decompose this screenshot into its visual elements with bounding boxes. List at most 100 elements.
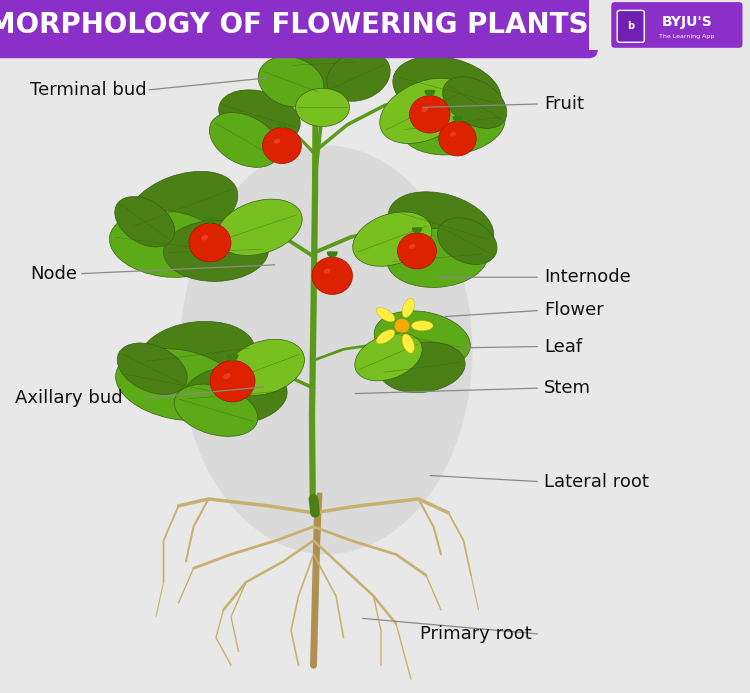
Ellipse shape xyxy=(288,23,360,105)
Ellipse shape xyxy=(281,122,286,128)
Ellipse shape xyxy=(413,227,418,234)
Ellipse shape xyxy=(182,365,287,425)
Ellipse shape xyxy=(206,217,211,224)
Ellipse shape xyxy=(224,373,230,379)
Ellipse shape xyxy=(422,107,428,112)
Text: Fruit: Fruit xyxy=(544,95,584,113)
Ellipse shape xyxy=(116,349,242,421)
Ellipse shape xyxy=(280,122,284,128)
Circle shape xyxy=(262,128,302,164)
Text: Lateral root: Lateral root xyxy=(544,473,649,491)
Text: The Learning App: The Learning App xyxy=(659,33,715,39)
Ellipse shape xyxy=(429,89,433,96)
Ellipse shape xyxy=(332,251,336,258)
Ellipse shape xyxy=(428,89,431,96)
Ellipse shape xyxy=(274,139,280,143)
Ellipse shape xyxy=(376,308,395,322)
Ellipse shape xyxy=(127,171,238,245)
Ellipse shape xyxy=(399,91,506,155)
Text: Flower: Flower xyxy=(544,301,604,319)
Circle shape xyxy=(439,121,476,156)
Ellipse shape xyxy=(416,227,421,234)
Circle shape xyxy=(576,3,624,47)
Ellipse shape xyxy=(426,89,430,96)
Ellipse shape xyxy=(258,56,324,107)
Text: Primary root: Primary root xyxy=(420,625,532,643)
Ellipse shape xyxy=(328,251,333,258)
Ellipse shape xyxy=(211,217,215,223)
Ellipse shape xyxy=(355,333,422,381)
Ellipse shape xyxy=(219,90,300,143)
Ellipse shape xyxy=(454,116,458,122)
Ellipse shape xyxy=(324,268,331,274)
Ellipse shape xyxy=(388,192,494,258)
Ellipse shape xyxy=(437,218,497,265)
Text: Internode: Internode xyxy=(544,268,631,286)
Ellipse shape xyxy=(380,78,470,143)
Ellipse shape xyxy=(283,122,287,128)
Ellipse shape xyxy=(412,227,416,233)
Ellipse shape xyxy=(450,132,456,137)
Ellipse shape xyxy=(327,51,390,101)
Circle shape xyxy=(394,319,410,333)
Ellipse shape xyxy=(225,340,304,395)
Ellipse shape xyxy=(201,235,208,240)
Ellipse shape xyxy=(424,90,429,96)
Text: b: b xyxy=(627,21,634,31)
Ellipse shape xyxy=(232,353,236,361)
Ellipse shape xyxy=(327,252,332,257)
Ellipse shape xyxy=(442,77,507,128)
Text: Stem: Stem xyxy=(544,379,591,397)
Ellipse shape xyxy=(380,342,465,393)
Text: Axillary bud: Axillary bud xyxy=(15,389,123,407)
FancyBboxPatch shape xyxy=(0,0,598,58)
Ellipse shape xyxy=(115,197,175,247)
Ellipse shape xyxy=(140,322,255,388)
Ellipse shape xyxy=(402,298,415,317)
Ellipse shape xyxy=(164,220,268,281)
Ellipse shape xyxy=(430,90,435,96)
Text: BYJU'S: BYJU'S xyxy=(662,15,712,29)
Ellipse shape xyxy=(208,217,212,224)
Ellipse shape xyxy=(402,334,415,353)
Ellipse shape xyxy=(416,227,419,234)
FancyBboxPatch shape xyxy=(589,0,750,50)
Ellipse shape xyxy=(230,353,235,361)
Ellipse shape xyxy=(458,116,463,121)
Ellipse shape xyxy=(277,122,281,128)
Ellipse shape xyxy=(209,217,214,224)
Ellipse shape xyxy=(393,56,501,124)
Ellipse shape xyxy=(418,227,422,233)
Ellipse shape xyxy=(409,244,416,249)
Ellipse shape xyxy=(457,116,460,122)
Circle shape xyxy=(410,96,450,133)
Ellipse shape xyxy=(217,199,302,256)
Text: MORPHOLOGY OF FLOWERING PLANTS: MORPHOLOGY OF FLOWERING PLANTS xyxy=(0,11,589,39)
Ellipse shape xyxy=(117,343,188,394)
Ellipse shape xyxy=(352,212,432,266)
Circle shape xyxy=(189,223,231,262)
Text: Node: Node xyxy=(30,265,77,283)
Ellipse shape xyxy=(456,116,459,122)
Ellipse shape xyxy=(333,252,338,257)
Ellipse shape xyxy=(278,122,283,128)
Ellipse shape xyxy=(229,353,233,361)
Circle shape xyxy=(398,233,436,269)
Ellipse shape xyxy=(180,146,472,554)
Ellipse shape xyxy=(209,112,280,168)
Ellipse shape xyxy=(374,311,470,368)
Ellipse shape xyxy=(110,211,225,277)
Ellipse shape xyxy=(331,251,334,258)
Ellipse shape xyxy=(412,321,433,331)
Circle shape xyxy=(210,360,255,402)
FancyBboxPatch shape xyxy=(611,2,742,48)
Ellipse shape xyxy=(174,384,258,437)
Ellipse shape xyxy=(205,217,209,223)
Ellipse shape xyxy=(452,116,457,121)
Circle shape xyxy=(312,257,352,295)
FancyBboxPatch shape xyxy=(617,10,644,42)
Ellipse shape xyxy=(376,330,395,344)
Ellipse shape xyxy=(296,88,350,126)
Ellipse shape xyxy=(233,354,238,360)
Ellipse shape xyxy=(387,228,488,288)
